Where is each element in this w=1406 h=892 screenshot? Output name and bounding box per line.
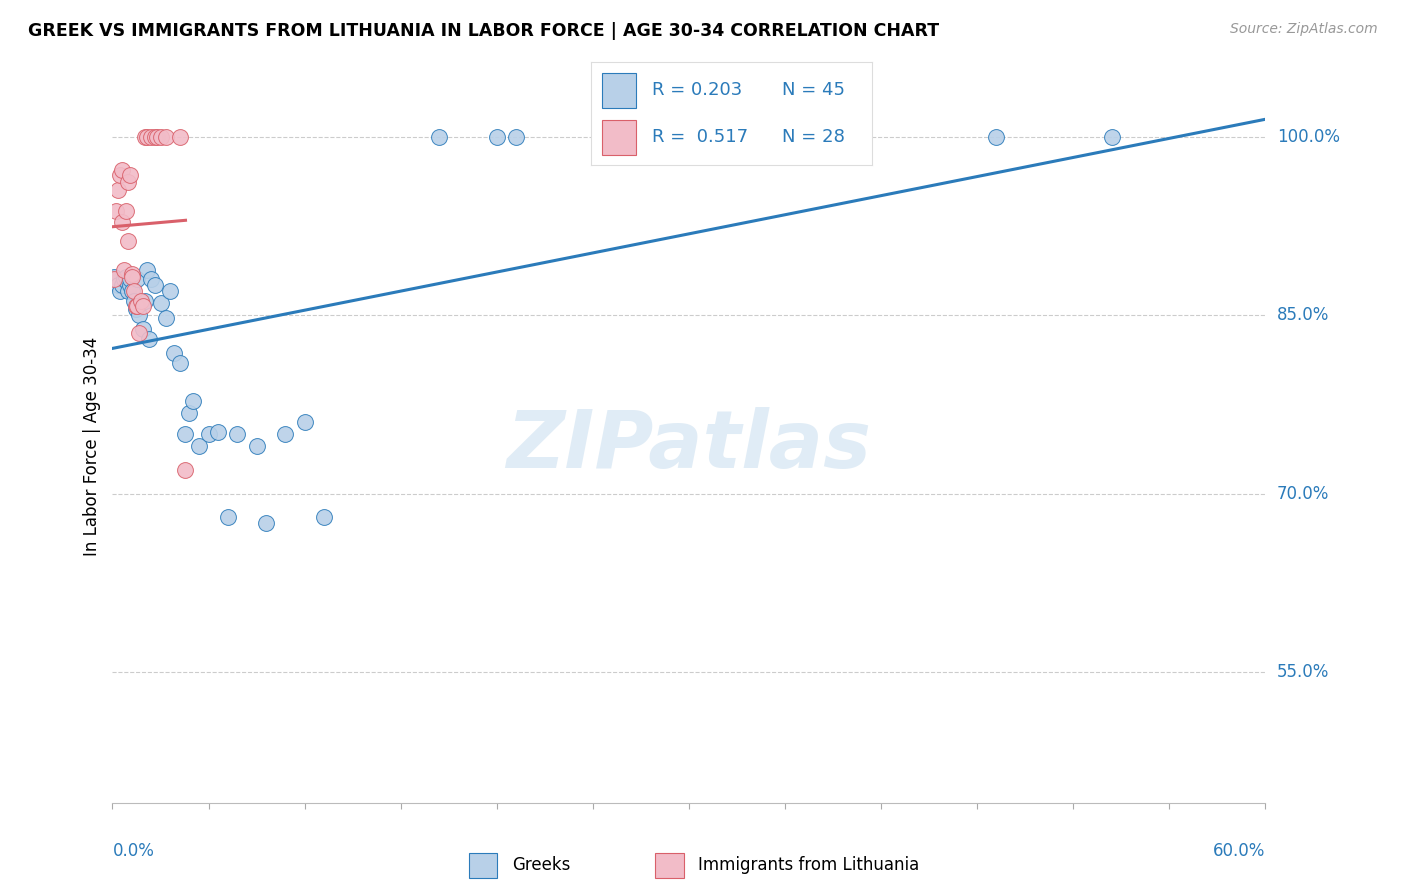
Text: Immigrants from Lithuania: Immigrants from Lithuania: [699, 856, 920, 874]
Point: [122, 285, 145, 299]
Text: ZIPatlas: ZIPatlas: [506, 407, 872, 485]
Point: [122, 293, 145, 308]
Point: [107, 183, 129, 197]
Point: [485, 129, 508, 144]
Point: [174, 427, 197, 442]
Point: [312, 510, 335, 524]
Point: [118, 272, 141, 286]
Point: [103, 270, 125, 285]
Text: N = 28: N = 28: [782, 128, 845, 146]
Point: [111, 278, 134, 293]
Text: 85.0%: 85.0%: [1277, 306, 1329, 324]
Point: [105, 203, 128, 218]
Text: N = 45: N = 45: [782, 81, 845, 99]
FancyBboxPatch shape: [602, 120, 636, 155]
FancyBboxPatch shape: [655, 853, 683, 878]
Point: [254, 516, 277, 531]
Point: [143, 278, 166, 293]
Point: [121, 267, 143, 281]
Point: [139, 272, 162, 286]
Point: [217, 510, 239, 524]
Y-axis label: In Labor Force | Age 30-34: In Labor Force | Age 30-34: [83, 336, 101, 556]
Point: [149, 296, 172, 310]
Point: [136, 129, 159, 144]
Point: [169, 356, 191, 370]
Point: [155, 129, 177, 144]
Point: [159, 285, 181, 299]
Text: R =  0.517: R = 0.517: [652, 128, 748, 146]
Point: [107, 278, 129, 293]
Text: 55.0%: 55.0%: [1277, 663, 1329, 681]
Point: [207, 425, 229, 439]
Point: [124, 302, 146, 317]
Point: [115, 270, 138, 285]
Point: [149, 129, 172, 144]
FancyBboxPatch shape: [468, 853, 498, 878]
Point: [274, 427, 297, 442]
Point: [117, 285, 139, 299]
Point: [187, 439, 211, 453]
Point: [112, 272, 135, 286]
Point: [112, 263, 135, 277]
Point: [143, 129, 166, 144]
Point: [115, 203, 138, 218]
Text: GREEK VS IMMIGRANTS FROM LITHUANIA IN LABOR FORCE | AGE 30-34 CORRELATION CHART: GREEK VS IMMIGRANTS FROM LITHUANIA IN LA…: [28, 22, 939, 40]
Point: [117, 175, 139, 189]
Point: [174, 463, 197, 477]
Point: [138, 332, 160, 346]
Point: [139, 129, 162, 144]
Point: [1101, 129, 1123, 144]
Point: [111, 215, 134, 229]
Point: [155, 310, 177, 325]
Point: [124, 299, 146, 313]
Point: [136, 263, 159, 277]
Point: [117, 235, 139, 249]
Point: [505, 129, 527, 144]
FancyBboxPatch shape: [602, 73, 636, 108]
Text: 70.0%: 70.0%: [1277, 484, 1329, 502]
Point: [127, 272, 149, 286]
Point: [129, 296, 153, 310]
Point: [245, 439, 267, 453]
Text: 0.0%: 0.0%: [112, 842, 155, 860]
Point: [128, 326, 150, 340]
Point: [226, 427, 249, 442]
Point: [108, 285, 131, 299]
Text: 60.0%: 60.0%: [1213, 842, 1265, 860]
Point: [127, 299, 149, 313]
Point: [118, 168, 141, 182]
Point: [145, 129, 167, 144]
Point: [117, 277, 139, 292]
Text: R = 0.203: R = 0.203: [652, 81, 742, 99]
Point: [134, 293, 156, 308]
Point: [163, 346, 186, 360]
Text: 100.0%: 100.0%: [1277, 128, 1340, 145]
Text: Greeks: Greeks: [512, 856, 571, 874]
Point: [121, 285, 143, 299]
Point: [179, 406, 201, 420]
Point: [986, 129, 1008, 144]
Point: [111, 163, 134, 178]
Point: [118, 278, 141, 293]
Point: [128, 308, 150, 322]
Point: [108, 168, 131, 182]
Point: [134, 129, 156, 144]
Point: [181, 393, 204, 408]
Point: [132, 299, 155, 313]
Point: [294, 415, 316, 429]
Point: [132, 322, 155, 336]
Point: [121, 270, 143, 285]
Point: [427, 129, 450, 144]
Text: Source: ZipAtlas.com: Source: ZipAtlas.com: [1230, 22, 1378, 37]
Point: [197, 427, 219, 442]
Point: [169, 129, 191, 144]
Point: [129, 293, 153, 308]
Point: [103, 272, 125, 286]
